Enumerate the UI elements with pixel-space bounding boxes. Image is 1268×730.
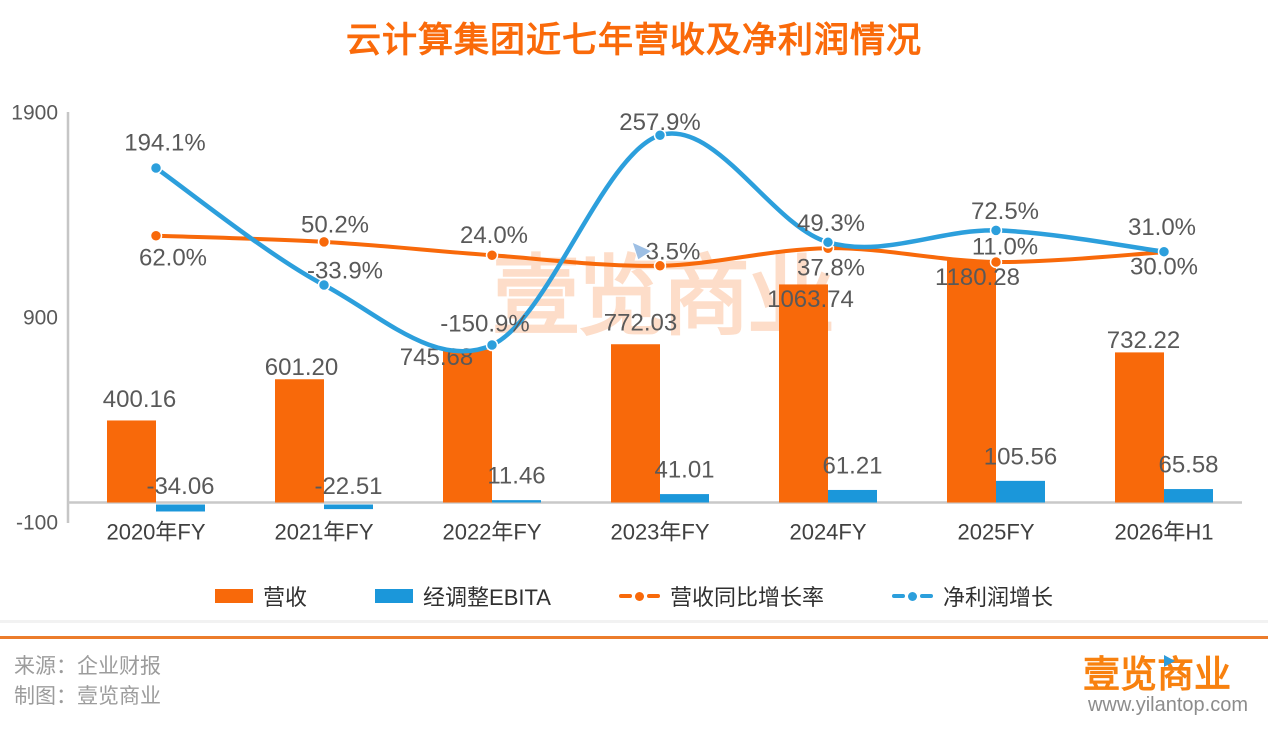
revenue-value-label: 1063.74 <box>767 286 854 313</box>
ebita-value-label: 105.56 <box>984 443 1057 470</box>
revenue-bar <box>611 344 660 503</box>
profit-growth-label: 49.3% <box>797 210 865 237</box>
revenue-growth-line-icon <box>618 591 660 601</box>
x-axis-label: 2026年H1 <box>1114 520 1213 545</box>
revenue-growth-point <box>149 229 163 243</box>
x-axis-label: 2024FY <box>789 520 866 545</box>
footer-divider <box>0 636 1268 639</box>
ebita-swatch-icon <box>375 589 414 603</box>
mouse-cursor-icon <box>631 241 654 261</box>
profit-growth-point <box>149 161 163 175</box>
x-axis-label: 2023年FY <box>610 520 709 545</box>
legend-label-revenue: 营收 <box>263 585 308 610</box>
chart-legend: 营收 经调整EBITA 营收同比增长率 净利润增长 <box>0 580 1268 612</box>
revenue-growth-point <box>485 249 499 262</box>
y-axis-tick-label: -100 <box>16 512 58 535</box>
legend-item-profit-growth: 净利润增长 <box>891 580 1053 612</box>
profit-growth-label: -33.9% <box>307 257 383 284</box>
x-axis-label: 2025FY <box>957 520 1034 545</box>
x-axis-label: 2020年FY <box>106 520 205 545</box>
profit-growth-point <box>989 224 1003 237</box>
profit-growth-label: 257.9% <box>619 109 700 136</box>
revenue-bar <box>107 420 156 503</box>
revenue-growth-label: 62.0% <box>139 244 207 271</box>
footer-credits: 来源：企业财报 制图：壹览商业 <box>14 652 161 712</box>
legend-label-profit-growth: 净利润增长 <box>942 585 1053 610</box>
brand-play-icon <box>1164 655 1175 667</box>
ebita-value-label: -22.51 <box>314 473 382 500</box>
light-divider <box>0 620 1268 623</box>
legend-item-revenue-growth: 营收同比增长率 <box>618 580 824 612</box>
revenue-value-label: 772.03 <box>604 310 677 337</box>
ebita-value-label: 65.58 <box>1158 452 1218 479</box>
revenue-bar <box>779 284 828 503</box>
profit-growth-point <box>317 278 331 292</box>
revenue-growth-point <box>317 235 331 249</box>
revenue-growth-point <box>989 255 1003 269</box>
brand-logo-text: 壹览商业 <box>1083 654 1231 695</box>
revenue-bar <box>947 260 996 503</box>
x-axis-label: 2022年FY <box>442 520 541 545</box>
revenue-value-label: 732.22 <box>1107 327 1180 354</box>
revenue-swatch-icon <box>215 589 253 603</box>
ebita-value-label: 61.21 <box>822 452 882 479</box>
revenue-value-label: 1180.28 <box>935 264 1020 291</box>
revenue-growth-label: 50.2% <box>301 211 369 238</box>
revenue-bar <box>1115 352 1164 503</box>
revenue-growth-label: 37.8% <box>797 255 865 282</box>
legend-item-revenue: 营收 <box>215 580 307 612</box>
revenue-growth-label: 11.0% <box>972 233 1038 260</box>
ebita-bar <box>156 504 205 512</box>
revenue-value-label: 601.20 <box>265 354 338 381</box>
ebita-value-label: 41.01 <box>654 457 714 484</box>
profit-growth-point <box>485 338 499 352</box>
revenue-bar <box>275 379 324 503</box>
profit-growth-point <box>653 129 667 142</box>
profit-growth-line-icon <box>891 591 933 601</box>
ebita-bar <box>996 480 1045 503</box>
ebita-value-label: 11.46 <box>487 463 545 490</box>
profit-growth-point <box>1157 245 1171 258</box>
ebita-value-label: -34.06 <box>146 473 214 500</box>
ebita-bar <box>1164 489 1213 503</box>
profit-growth-label: 31.0% <box>1128 214 1196 241</box>
profit-growth-label: 72.5% <box>971 198 1039 225</box>
ebita-bar <box>324 504 373 510</box>
legend-label-revenue-growth: 营收同比增长率 <box>669 585 824 610</box>
revenue-growth-label: 30.0% <box>1130 254 1198 281</box>
ebita-bar <box>492 500 541 503</box>
source-line: 来源：企业财报 <box>14 655 161 678</box>
x-axis-label: 2021年FY <box>274 520 373 545</box>
y-axis-tick-label: 1900 <box>11 102 58 125</box>
brand-website-text: www.yilantop.com <box>1087 694 1248 716</box>
revenue-growth-point <box>653 259 667 273</box>
profit-growth-label: -150.9% <box>440 311 529 338</box>
revenue-bar <box>443 349 492 503</box>
chart-title: 云计算集团近七年营收及净利润情况 <box>345 21 922 60</box>
profit-growth-label: 194.1% <box>124 130 205 157</box>
revenue-growth-label: 3.5% <box>646 238 701 265</box>
revenue-growth-label: 24.0% <box>460 222 528 249</box>
ebita-bar <box>660 494 709 503</box>
legend-item-ebita: 经调整EBITA <box>375 580 551 612</box>
revenue-value-label: 400.16 <box>103 386 176 413</box>
credit-line: 制图：壹览商业 <box>14 685 161 708</box>
legend-label-ebita: 经调整EBITA <box>423 585 551 610</box>
combo-chart-plot: 1900 900 -100 2020年FY 2021年FY 2022年FY 2023年FY 2… <box>11 102 1242 545</box>
ebita-bar <box>828 489 877 503</box>
y-axis-tick-label: 900 <box>23 307 58 330</box>
profit-growth-point <box>821 236 835 249</box>
